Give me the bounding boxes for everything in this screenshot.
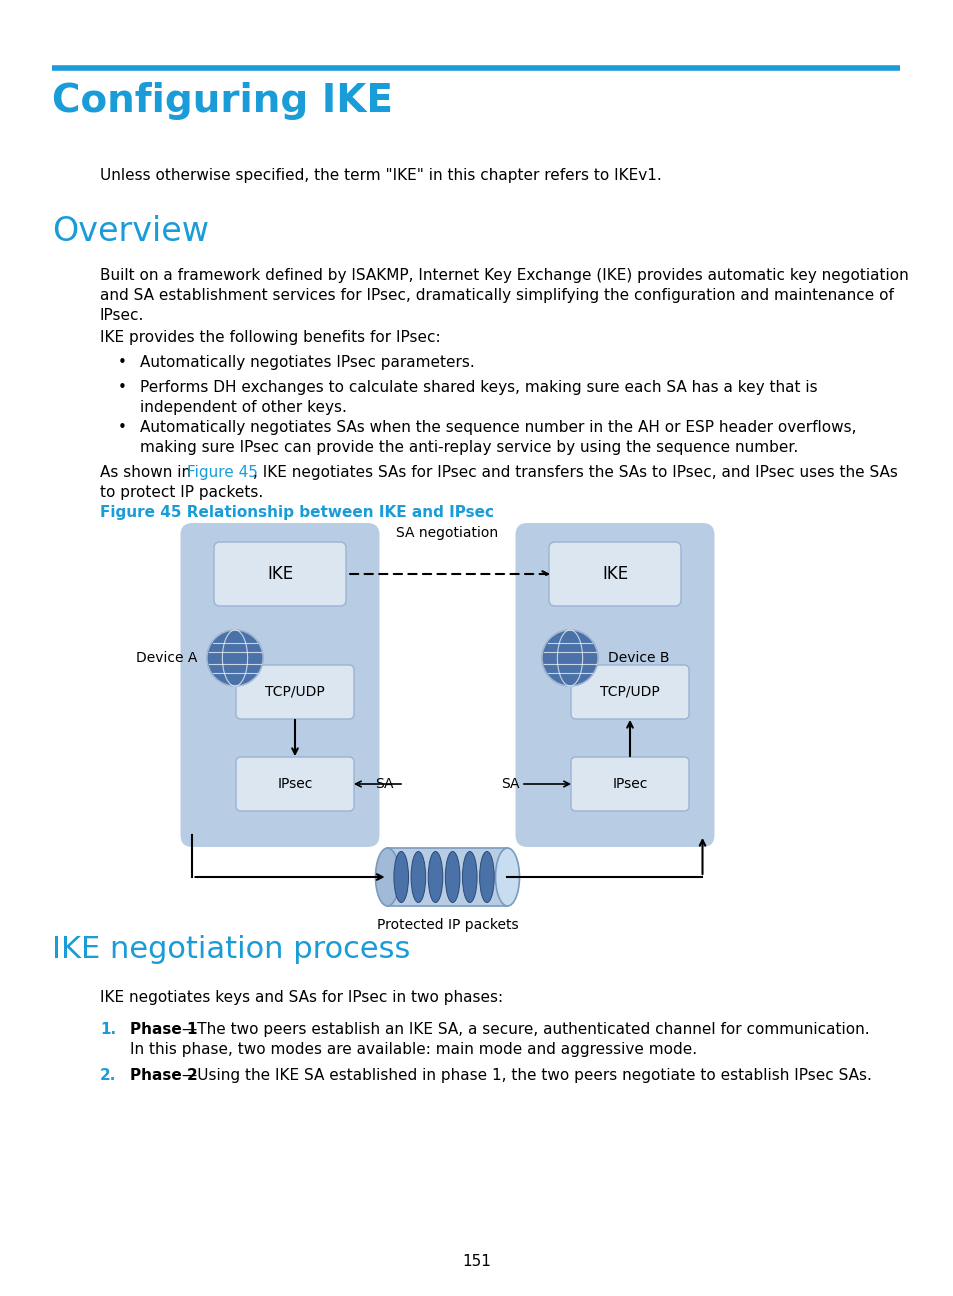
Circle shape bbox=[207, 630, 263, 686]
Bar bbox=[387, 848, 507, 906]
Ellipse shape bbox=[479, 851, 494, 902]
Ellipse shape bbox=[394, 851, 408, 902]
Ellipse shape bbox=[411, 851, 425, 902]
FancyBboxPatch shape bbox=[213, 542, 346, 607]
Text: Device A: Device A bbox=[135, 651, 196, 665]
FancyBboxPatch shape bbox=[515, 524, 714, 848]
FancyBboxPatch shape bbox=[235, 665, 354, 719]
Text: 1.: 1. bbox=[100, 1023, 116, 1037]
FancyBboxPatch shape bbox=[548, 542, 680, 607]
FancyBboxPatch shape bbox=[235, 757, 354, 811]
Text: In this phase, two modes are available: main mode and aggressive mode.: In this phase, two modes are available: … bbox=[130, 1042, 697, 1058]
Ellipse shape bbox=[428, 851, 442, 902]
Text: IKE: IKE bbox=[601, 565, 627, 583]
Text: Built on a framework defined by ISAKMP, Internet Key Exchange (IKE) provides aut: Built on a framework defined by ISAKMP, … bbox=[100, 268, 908, 283]
Text: SA: SA bbox=[500, 778, 519, 791]
Text: Device B: Device B bbox=[607, 651, 669, 665]
Text: •: • bbox=[118, 355, 127, 369]
FancyBboxPatch shape bbox=[571, 665, 688, 719]
Text: IKE negotiation process: IKE negotiation process bbox=[52, 934, 410, 964]
Text: TCP/UDP: TCP/UDP bbox=[265, 686, 325, 699]
Text: Automatically negotiates IPsec parameters.: Automatically negotiates IPsec parameter… bbox=[140, 355, 475, 369]
FancyBboxPatch shape bbox=[180, 524, 379, 848]
Text: 151: 151 bbox=[462, 1255, 491, 1270]
Text: IKE provides the following benefits for IPsec:: IKE provides the following benefits for … bbox=[100, 330, 440, 345]
Text: IPsec.: IPsec. bbox=[100, 308, 144, 323]
Text: Overview: Overview bbox=[52, 215, 209, 248]
Text: making sure IPsec can provide the anti-replay service by using the sequence numb: making sure IPsec can provide the anti-r… bbox=[140, 441, 798, 455]
Text: Phase 1: Phase 1 bbox=[130, 1023, 197, 1037]
Text: Configuring IKE: Configuring IKE bbox=[52, 82, 393, 121]
Text: Protected IP packets: Protected IP packets bbox=[376, 918, 517, 932]
Text: IPsec: IPsec bbox=[612, 778, 647, 791]
Text: •: • bbox=[118, 380, 127, 395]
Text: Unless otherwise specified, the term "IKE" in this chapter refers to IKEv1.: Unless otherwise specified, the term "IK… bbox=[100, 168, 661, 183]
Ellipse shape bbox=[445, 851, 459, 902]
Ellipse shape bbox=[375, 848, 399, 906]
Ellipse shape bbox=[495, 848, 519, 906]
Ellipse shape bbox=[462, 851, 476, 902]
FancyBboxPatch shape bbox=[571, 757, 688, 811]
Circle shape bbox=[541, 630, 598, 686]
Text: •: • bbox=[118, 420, 127, 435]
Text: TCP/UDP: TCP/UDP bbox=[599, 686, 659, 699]
Text: IKE negotiates keys and SAs for IPsec in two phases:: IKE negotiates keys and SAs for IPsec in… bbox=[100, 990, 502, 1004]
Text: , IKE negotiates SAs for IPsec and transfers the SAs to IPsec, and IPsec uses th: , IKE negotiates SAs for IPsec and trans… bbox=[253, 465, 897, 480]
Text: Automatically negotiates SAs when the sequence number in the AH or ESP header ov: Automatically negotiates SAs when the se… bbox=[140, 420, 856, 435]
Text: SA negotiation: SA negotiation bbox=[396, 526, 498, 540]
FancyBboxPatch shape bbox=[219, 648, 371, 829]
Text: independent of other keys.: independent of other keys. bbox=[140, 400, 347, 415]
Text: IKE: IKE bbox=[267, 565, 293, 583]
Text: Figure 45 Relationship between IKE and IPsec: Figure 45 Relationship between IKE and I… bbox=[100, 505, 494, 520]
Text: As shown in: As shown in bbox=[100, 465, 195, 480]
Text: Performs DH exchanges to calculate shared keys, making sure each SA has a key th: Performs DH exchanges to calculate share… bbox=[140, 380, 817, 395]
Text: Figure 45: Figure 45 bbox=[187, 465, 257, 480]
Text: 2.: 2. bbox=[100, 1068, 116, 1083]
Text: and SA establishment services for IPsec, dramatically simplifying the configurat: and SA establishment services for IPsec,… bbox=[100, 288, 893, 303]
FancyBboxPatch shape bbox=[554, 648, 705, 829]
Text: to protect IP packets.: to protect IP packets. bbox=[100, 485, 263, 500]
Text: —The two peers establish an IKE SA, a secure, authenticated channel for communic: —The two peers establish an IKE SA, a se… bbox=[182, 1023, 869, 1037]
Text: —Using the IKE SA established in phase 1, the two peers negotiate to establish I: —Using the IKE SA established in phase 1… bbox=[182, 1068, 871, 1083]
Text: Phase 2: Phase 2 bbox=[130, 1068, 197, 1083]
Text: SA: SA bbox=[375, 778, 394, 791]
Text: IPsec: IPsec bbox=[277, 778, 313, 791]
